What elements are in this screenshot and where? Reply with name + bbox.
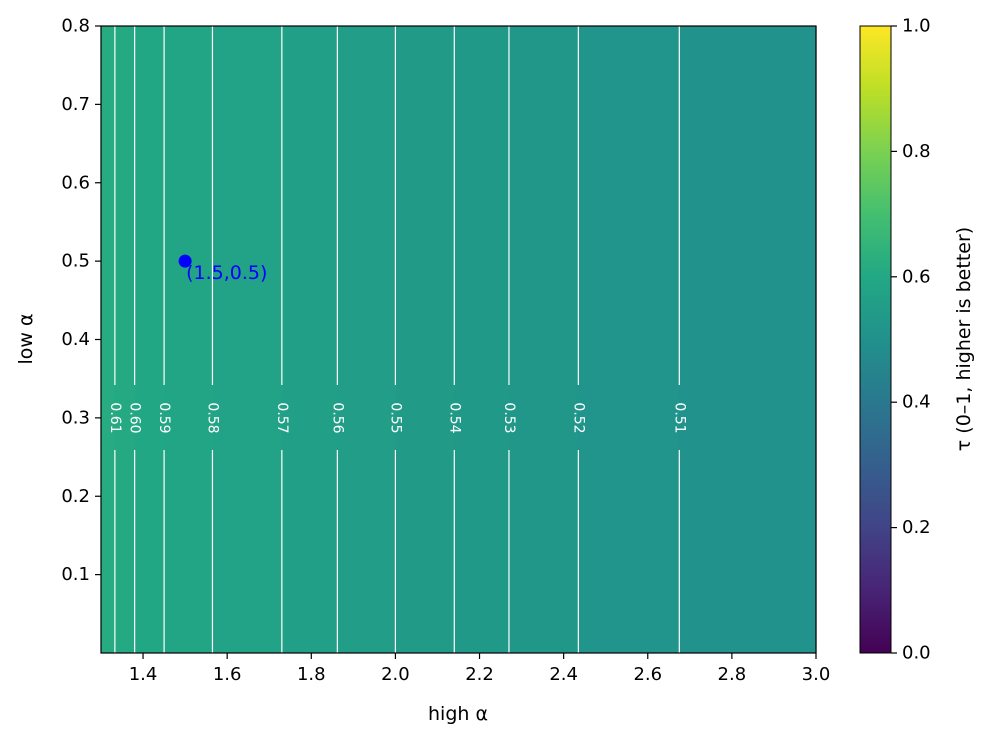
x-tick-label: 2.6 bbox=[633, 664, 662, 685]
colorbar-tick-label: 1.0 bbox=[902, 16, 931, 37]
y-tick-label: 0.7 bbox=[61, 94, 90, 115]
contour-label: 0.61 bbox=[107, 402, 123, 433]
contour-band bbox=[454, 26, 510, 653]
plot-area: 0.61 0.60 0.59 0.58 0.57 0.56 0.55 0.54 0.53 0.52… bbox=[100, 25, 817, 654]
contour-label: 0.52 bbox=[570, 402, 586, 433]
y-axis-label: low α bbox=[15, 313, 37, 364]
contour-band bbox=[578, 26, 680, 653]
y-tick-label: 0.8 bbox=[61, 16, 90, 37]
contour-label: 0.56 bbox=[329, 402, 345, 433]
colorbar-tick-label: 0.2 bbox=[902, 517, 931, 538]
contour-band bbox=[101, 26, 116, 653]
contour-lines bbox=[114, 26, 680, 653]
contour-label: 0.60 bbox=[127, 402, 143, 433]
contour-labels: 0.61 0.60 0.59 0.58 0.57 0.56 0.55 0.54 0.53 0.52… bbox=[107, 402, 687, 433]
colorbar-tick-label: 0.4 bbox=[902, 392, 931, 413]
colorbar-tick-label: 0.6 bbox=[902, 266, 931, 287]
colorbar-label: τ (0–1, higher is better) bbox=[953, 227, 975, 451]
x-axis: 1.4 1.6 1.8 2.0 2.2 2.4 2.6 2.8 3.0 bbox=[129, 653, 831, 685]
colorbar-gradient bbox=[860, 26, 891, 653]
contour-band bbox=[395, 26, 455, 653]
x-tick-label: 2.4 bbox=[549, 664, 578, 685]
colorbar-frame bbox=[859, 25, 892, 654]
x-tick-label: 2.8 bbox=[718, 664, 747, 685]
contour-fill-bands bbox=[101, 26, 817, 653]
marker-point bbox=[178, 254, 192, 268]
contour-band bbox=[679, 26, 817, 653]
colorbar-tick-label: 0.0 bbox=[902, 643, 931, 664]
contour-band bbox=[508, 26, 579, 653]
contour-band bbox=[164, 26, 214, 653]
colorbar-tick-label: 0.8 bbox=[902, 141, 931, 162]
x-axis-label: high α bbox=[428, 703, 488, 725]
x-tick-label: 3.0 bbox=[802, 664, 831, 685]
contour-band bbox=[114, 26, 136, 653]
contour-band bbox=[134, 26, 165, 653]
y-tick-label: 0.6 bbox=[61, 172, 90, 193]
y-tick-label: 0.5 bbox=[61, 251, 90, 272]
contour-label: 0.51 bbox=[671, 402, 687, 433]
contour-label: 0.55 bbox=[387, 402, 403, 433]
y-tick-label: 0.4 bbox=[61, 329, 90, 350]
contour-label: 0.59 bbox=[156, 402, 172, 433]
y-tick-label: 0.1 bbox=[61, 564, 90, 585]
x-tick-label: 1.6 bbox=[213, 664, 242, 685]
contour-band bbox=[212, 26, 283, 653]
x-tick-label: 1.8 bbox=[297, 664, 326, 685]
y-tick-label: 0.3 bbox=[61, 407, 90, 428]
y-tick-label: 0.2 bbox=[61, 486, 90, 507]
marker-label: (1.5,0.5) bbox=[186, 262, 267, 284]
colorbar-ticks: 0.0 0.2 0.4 0.6 0.8 1.0 bbox=[891, 16, 931, 664]
x-tick-label: 1.4 bbox=[129, 664, 158, 685]
contour-band bbox=[281, 26, 338, 653]
colorbar: 0.0 0.2 0.4 0.6 0.8 1.0 τ (0–1, higher is bet… bbox=[859, 16, 975, 664]
contour-label: 0.54 bbox=[446, 402, 462, 433]
contour-label: 0.57 bbox=[274, 402, 290, 433]
contour-label: 0.53 bbox=[501, 402, 517, 433]
contour-label: 0.58 bbox=[204, 402, 220, 433]
x-tick-label: 2.0 bbox=[381, 664, 410, 685]
highlight-marker: (1.5,0.5) bbox=[178, 254, 267, 284]
x-tick-label: 2.2 bbox=[465, 664, 494, 685]
y-axis: 0.1 0.2 0.3 0.4 0.5 0.6 0.7 0.8 bbox=[61, 16, 101, 585]
contour-band bbox=[337, 26, 397, 653]
